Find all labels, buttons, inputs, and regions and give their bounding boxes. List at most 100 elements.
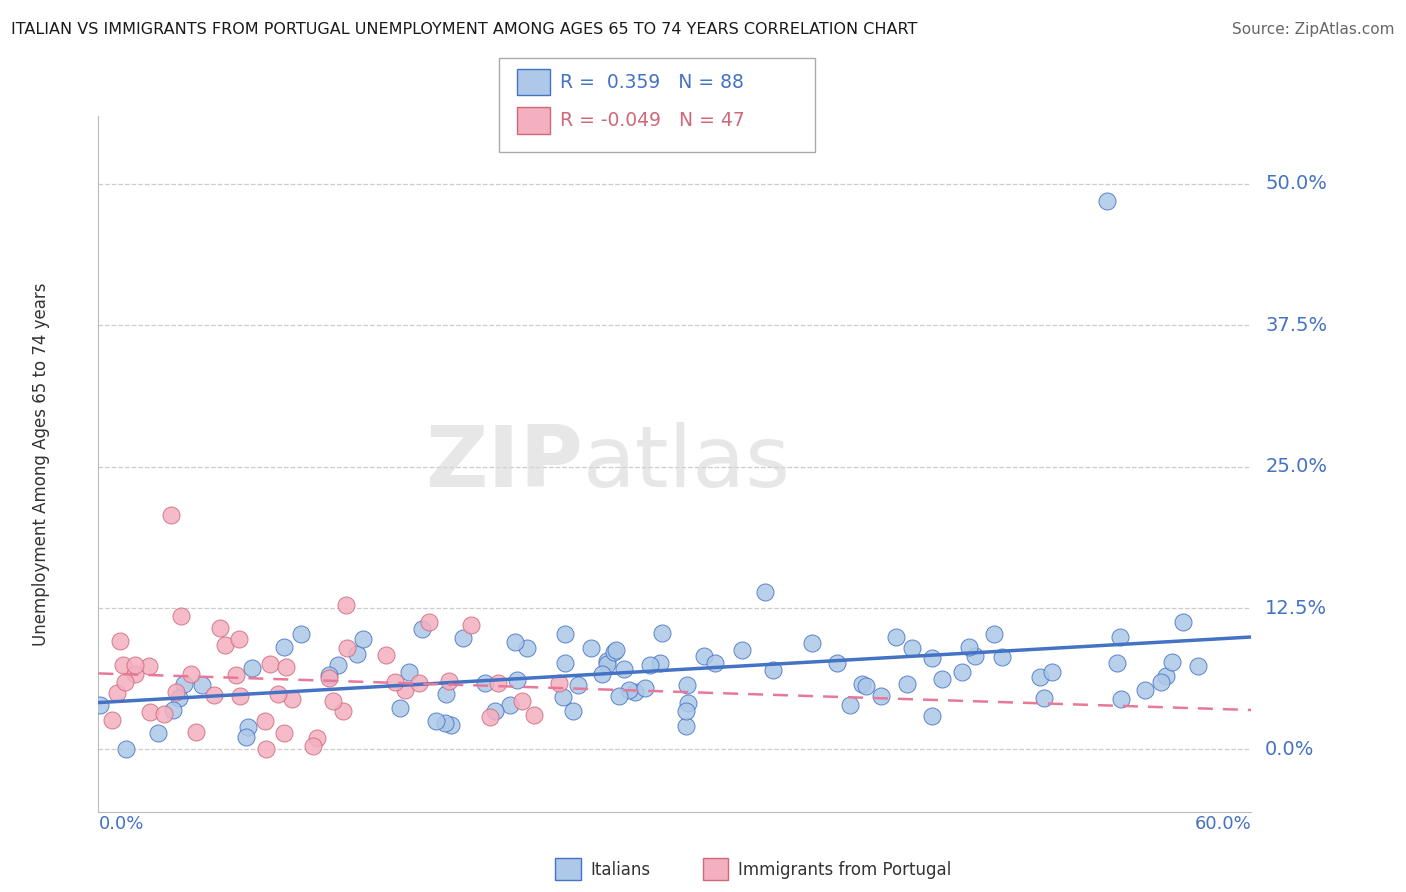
Point (839, 698, 862, 712)
Point (273, 640, 295, 655)
Point (225, 667, 247, 681)
Point (352, 632, 374, 647)
Text: 50.0%: 50.0% (1265, 174, 1327, 194)
Point (169, 691, 191, 706)
Point (523, 708, 546, 723)
Point (160, 508, 183, 523)
Point (112, 657, 135, 672)
Point (693, 648, 716, 663)
Point (983, 627, 1005, 641)
Point (274, 660, 297, 674)
Point (124, 657, 146, 672)
Text: Italians: Italians (591, 861, 651, 879)
Point (851, 677, 873, 691)
Point (931, 672, 953, 686)
Point (1150, 675, 1173, 690)
Point (408, 676, 430, 690)
Point (1161, 655, 1184, 669)
Point (896, 677, 918, 691)
Text: Immigrants from Portugal: Immigrants from Portugal (738, 861, 952, 879)
Point (921, 709, 943, 723)
Point (451, 631, 474, 645)
Point (965, 649, 987, 664)
Point (1097, 194, 1119, 208)
Point (322, 694, 344, 708)
Point (290, 626, 312, 640)
Point (554, 657, 576, 671)
Point (101, 713, 124, 727)
Point (1040, 665, 1063, 680)
Point (425, 714, 447, 728)
Point (516, 641, 538, 656)
Point (651, 626, 673, 640)
Point (273, 725, 295, 739)
Point (124, 666, 146, 681)
Point (827, 656, 849, 670)
Point (1171, 615, 1194, 629)
Text: R = -0.049   N = 47: R = -0.049 N = 47 (560, 111, 744, 130)
Text: atlas: atlas (582, 422, 790, 506)
Text: 12.5%: 12.5% (1265, 599, 1327, 617)
Point (165, 685, 187, 699)
Text: ZIP: ZIP (425, 422, 582, 506)
Text: 0.0%: 0.0% (1265, 740, 1315, 759)
Point (152, 706, 174, 721)
Point (1107, 657, 1129, 671)
Point (474, 675, 496, 690)
Point (374, 648, 396, 662)
Point (676, 696, 699, 710)
Point (1109, 631, 1132, 645)
Point (440, 717, 463, 731)
Point (675, 678, 697, 692)
Point (328, 658, 350, 673)
Point (548, 676, 571, 690)
Point (259, 657, 281, 671)
Point (173, 677, 195, 691)
Point (318, 671, 340, 685)
Point (332, 704, 354, 718)
Point (267, 687, 290, 701)
Point (170, 609, 193, 624)
Point (952, 665, 974, 679)
Point (346, 647, 368, 661)
Point (486, 675, 509, 690)
Point (921, 651, 943, 665)
Point (105, 686, 128, 700)
Point (800, 636, 823, 650)
Point (254, 742, 277, 756)
Point (235, 730, 257, 744)
Point (1156, 669, 1178, 683)
Text: R =  0.359   N = 88: R = 0.359 N = 88 (560, 72, 744, 92)
Point (108, 634, 131, 648)
Point (704, 656, 727, 670)
Text: ITALIAN VS IMMIGRANTS FROM PORTUGAL UNEMPLOYMENT AMONG AGES 65 TO 74 YEARS CORRE: ITALIAN VS IMMIGRANTS FROM PORTUGAL UNEM… (11, 22, 918, 37)
Point (114, 675, 136, 690)
Point (336, 640, 359, 655)
Text: Unemployment Among Ages 65 to 74 years: Unemployment Among Ages 65 to 74 years (32, 282, 49, 646)
Point (884, 631, 907, 645)
Point (228, 689, 250, 703)
Point (554, 627, 576, 641)
Point (1033, 691, 1056, 706)
Point (180, 667, 202, 681)
Point (503, 634, 526, 648)
Point (731, 643, 754, 657)
Point (762, 663, 785, 677)
Point (139, 705, 162, 719)
Point (335, 599, 357, 613)
Point (633, 681, 655, 695)
Point (437, 673, 460, 688)
Point (394, 683, 416, 698)
Point (434, 715, 457, 730)
Point (855, 679, 877, 693)
Point (384, 675, 406, 690)
Point (591, 667, 613, 681)
Point (254, 714, 277, 728)
Point (638, 658, 661, 673)
Point (89, 698, 111, 712)
Point (650, 656, 672, 670)
Point (228, 632, 250, 646)
Point (318, 667, 340, 681)
Point (675, 704, 697, 718)
Point (484, 705, 506, 719)
